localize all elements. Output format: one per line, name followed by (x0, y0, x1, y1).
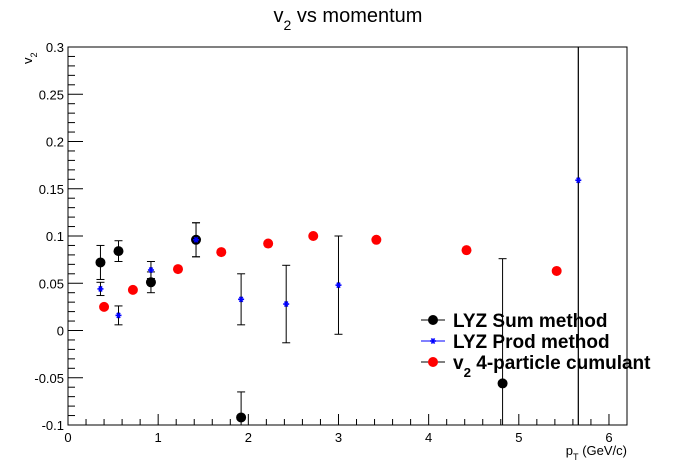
y-tick-label: 0.05 (39, 276, 64, 291)
lyz-sum-point (146, 277, 156, 287)
x-tick-label: 0 (64, 430, 71, 445)
lyz-sum-point (498, 378, 508, 388)
x-tick-label: 5 (515, 430, 522, 445)
lyz-sum-point (236, 412, 246, 422)
y-tick-label: 0 (57, 324, 64, 339)
cumulant-point (216, 247, 226, 257)
cumulant-point (99, 302, 109, 312)
y-tick-label: -0.1 (42, 418, 64, 433)
y-tick-label: 0.2 (46, 135, 64, 150)
x-tick-label: 3 (335, 430, 342, 445)
y-tick-label: -0.05 (34, 371, 64, 386)
y-tick-label: 0.1 (46, 229, 64, 244)
cumulant-point (552, 266, 562, 276)
cumulant-point (173, 264, 183, 274)
lyz-sum-point (113, 246, 123, 256)
legend-marker (428, 357, 438, 367)
y-tick-label: 0.3 (46, 40, 64, 55)
cumulant-point (371, 235, 381, 245)
y-tick-label: 0.15 (39, 182, 64, 197)
legend-marker (428, 315, 438, 325)
cumulant-point (128, 285, 138, 295)
lyz-sum-point (95, 257, 105, 267)
x-tick-label: 1 (155, 430, 162, 445)
legend-label: LYZ Prod method (453, 332, 610, 353)
cumulant-point (263, 239, 273, 249)
legend-label: LYZ Sum method (453, 311, 607, 332)
y-tick-label: 0.25 (39, 87, 64, 102)
x-tick-label: 4 (425, 430, 432, 445)
x-tick-label: 2 (245, 430, 252, 445)
cumulant-point (308, 231, 318, 241)
cumulant-point (462, 245, 472, 255)
